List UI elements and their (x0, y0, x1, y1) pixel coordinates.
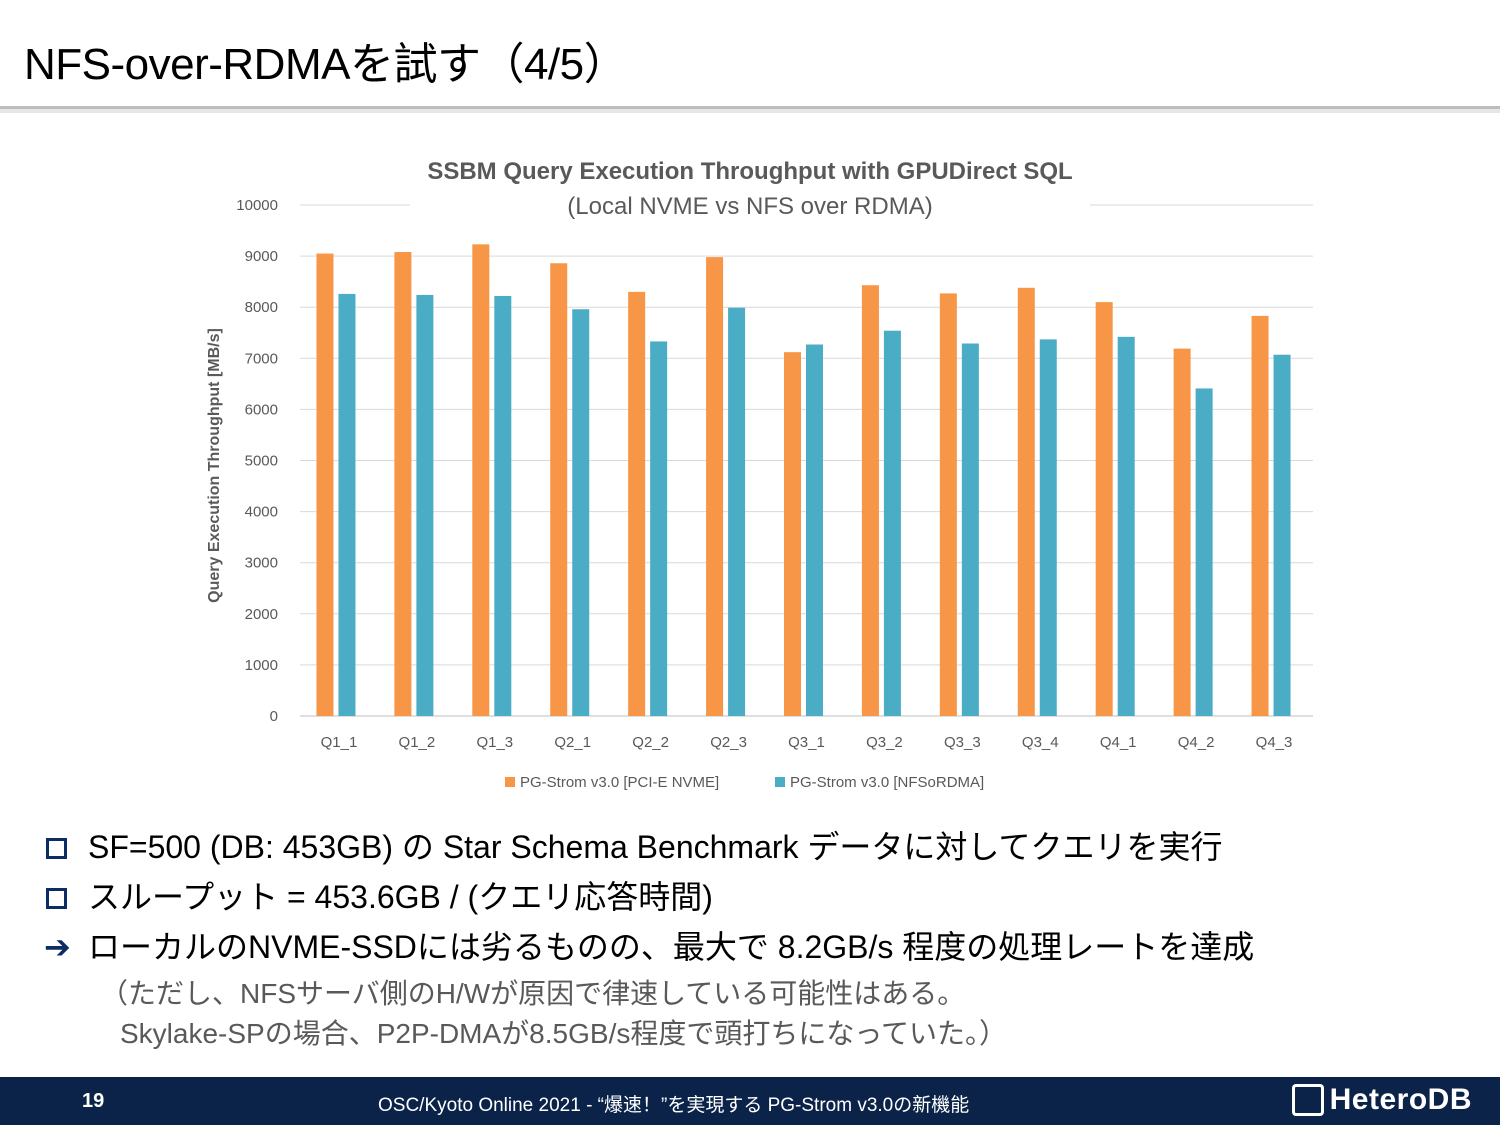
y-tick-label: 6000 (245, 401, 278, 418)
bar (628, 291, 646, 716)
bar (784, 352, 801, 716)
y-tick-label: 0 (270, 708, 278, 725)
bullet-text: SF=500 (DB: 453GB) の Star Schema Benchma… (88, 829, 1223, 865)
bar (494, 295, 512, 716)
y-tick-label: 4000 (245, 504, 278, 521)
legend-label: PG-Strom v3.0 [NFSoRDMA] (790, 774, 984, 791)
x-tick-label: Q3_1 (788, 734, 825, 751)
legend-swatch (775, 777, 785, 787)
bar (550, 263, 568, 716)
y-tick-label: 10000 (236, 197, 278, 214)
bar (1251, 315, 1269, 716)
bullet-list: SF=500 (DB: 453GB) の Star Schema Benchma… (40, 824, 1480, 974)
note-line: （ただし、NFSサーバ側のH/Wが原因で律速している可能性はある。 (100, 978, 966, 1009)
bar (1039, 339, 1057, 716)
legend-label: PG-Strom v3.0 [PCI-E NVME] (520, 774, 719, 791)
bar (939, 293, 957, 716)
bar (1173, 348, 1191, 716)
footer-text: OSC/Kyoto Online 2021 - “爆速！”を実現する PG-St… (378, 1095, 970, 1116)
slide-title: NFS-over-RDMAを試す（4/5） (24, 40, 628, 89)
x-tick-label: Q1_3 (476, 734, 513, 751)
x-tick-label: Q3_2 (866, 734, 903, 751)
bar (472, 244, 490, 717)
bar (1273, 354, 1291, 716)
bar (1095, 302, 1113, 716)
y-tick-label: 1000 (245, 657, 278, 674)
x-tick-label: Q4_3 (1256, 734, 1293, 751)
x-tick-label: Q3_4 (1022, 734, 1059, 751)
x-tick-label: Q3_3 (944, 734, 981, 751)
title-divider (0, 106, 1500, 109)
bar (394, 252, 412, 716)
bullet-text: ローカルのNVME-SSDには劣るものの、最大で 8.2GB/s 程度の処理レー… (88, 929, 1255, 965)
square-bullet-icon (46, 838, 67, 859)
footer-bar: 19 OSC/Kyoto Online 2021 - “爆速！”を実現する PG… (0, 1077, 1500, 1125)
bar (1017, 287, 1035, 716)
y-tick-label: 3000 (245, 555, 278, 572)
bar (728, 307, 746, 716)
bar (806, 344, 823, 716)
y-axis-label: Query Execution Throughput [MB/s] (206, 328, 223, 603)
y-tick-label: 2000 (245, 606, 278, 623)
y-tick-label: 9000 (245, 248, 278, 265)
x-tick-label: Q1_2 (399, 734, 436, 751)
y-tick-label: 8000 (245, 299, 278, 316)
note-line: Skylake-SPの場合、P2P-DMAが8.5GB/s程度で頭打ちになってい… (120, 1018, 1007, 1049)
x-tick-label: Q2_3 (710, 734, 747, 751)
y-tick-label: 5000 (245, 453, 278, 470)
chart-title: SSBM Query Execution Throughput with GPU… (427, 158, 1072, 185)
bar-chart: 0 1000 2000 3000 4000 5000 6000 7000 8000 9000 100… (206, 150, 1313, 791)
legend-swatch (505, 777, 515, 787)
bar (883, 330, 901, 716)
x-tick-label: Q1_1 (321, 734, 358, 751)
x-tick-label: Q2_2 (632, 734, 669, 751)
bar (1195, 388, 1213, 716)
bar (338, 293, 356, 716)
x-tick-label: Q4_1 (1100, 734, 1137, 751)
square-bullet-icon (46, 888, 67, 909)
bar (416, 294, 434, 716)
x-tick-label: Q4_2 (1178, 734, 1215, 751)
y-tick-label: 7000 (245, 350, 278, 367)
chart-subtitle: (Local NVME vs NFS over RDMA) (567, 193, 932, 220)
arrow-right-icon: ➔ (44, 929, 71, 965)
bar (316, 253, 334, 717)
bar (706, 257, 724, 716)
bar (1117, 336, 1135, 716)
bar (861, 285, 879, 716)
title-divider-shadow (0, 109, 1500, 113)
logo: HeteroDB (1291, 1083, 1472, 1117)
logo-text: HeteroDB (1329, 1083, 1472, 1116)
bar (650, 341, 668, 716)
page-number: 19 (82, 1090, 105, 1112)
bar (961, 343, 979, 716)
x-tick-label: Q2_1 (554, 734, 591, 751)
heterodb-logo-icon (1291, 1084, 1324, 1116)
title-backdrop (410, 150, 1090, 222)
bar (572, 309, 590, 716)
bullet-item: スループット = 453.6GB / (クエリ応答時間) (40, 874, 1480, 924)
bullet-text: スループット = 453.6GB / (クエリ応答時間) (88, 879, 713, 915)
bullet-item: ➔ ローカルのNVME-SSDには劣るものの、最大で 8.2GB/s 程度の処理… (40, 924, 1480, 974)
bullet-item: SF=500 (DB: 453GB) の Star Schema Benchma… (40, 824, 1480, 874)
